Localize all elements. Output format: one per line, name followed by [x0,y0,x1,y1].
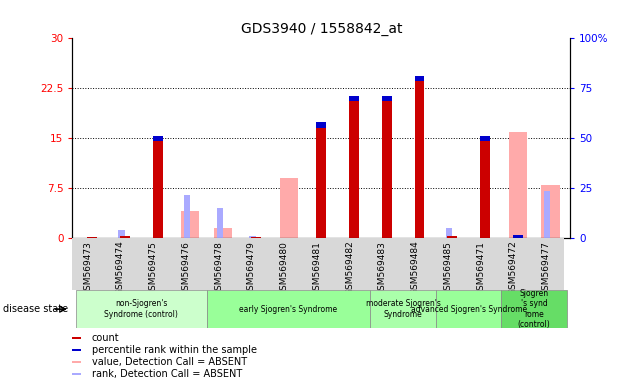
Text: GSM569481: GSM569481 [312,241,321,296]
Bar [72,337,81,339]
Bar [184,195,190,238]
Text: percentile rank within the sample: percentile rank within the sample [91,345,256,355]
Bar [181,212,199,238]
Bar [446,228,452,238]
Text: Sjogren
's synd
rome
(control): Sjogren 's synd rome (control) [518,289,551,329]
Bar [542,185,559,238]
Bar [249,236,256,238]
Bar [251,237,261,238]
Bar [207,290,370,328]
Bar [370,290,436,328]
Bar [349,98,359,238]
Title: GDS3940 / 1558842_at: GDS3940 / 1558842_at [241,22,402,36]
Bar [544,192,551,238]
Bar [349,96,359,101]
Text: advanced Sjogren's Syndrome: advanced Sjogren's Syndrome [411,305,527,314]
Text: GSM569472: GSM569472 [509,241,518,295]
Text: GSM569480: GSM569480 [280,241,289,296]
Bar [118,230,125,238]
Bar [513,235,523,241]
Text: early Sjogren's Syndrome: early Sjogren's Syndrome [239,305,338,314]
Text: GSM569484: GSM569484 [411,241,420,295]
Bar [382,98,392,238]
Bar [447,236,457,238]
Text: moderate Sjogren's
Syndrome: moderate Sjogren's Syndrome [366,300,440,319]
Bar [217,208,223,238]
Bar [509,132,527,238]
Bar [436,290,501,328]
Bar [214,228,232,238]
Text: GSM569485: GSM569485 [444,241,452,296]
Bar [152,136,163,141]
Bar [382,96,392,101]
Bar [76,290,207,328]
Bar [152,138,163,238]
Text: GSM569474: GSM569474 [116,241,125,295]
Text: GSM569476: GSM569476 [181,241,190,296]
Bar [72,361,81,363]
Bar [415,78,425,238]
Bar [316,122,326,127]
Text: GSM569479: GSM569479 [247,241,256,296]
Text: non-Sjogren's
Syndrome (control): non-Sjogren's Syndrome (control) [105,300,178,319]
Text: GSM569478: GSM569478 [214,241,223,296]
Text: disease state: disease state [3,304,68,314]
Bar [280,178,297,238]
Text: GSM569473: GSM569473 [83,241,92,296]
Bar [87,237,97,238]
Text: GSM569475: GSM569475 [149,241,158,296]
Bar [501,290,567,328]
Text: GSM569477: GSM569477 [542,241,551,296]
Text: GSM569483: GSM569483 [378,241,387,296]
Text: rank, Detection Call = ABSENT: rank, Detection Call = ABSENT [91,369,242,379]
Bar [72,373,81,375]
Bar [120,236,130,238]
Bar [480,136,490,141]
Bar [415,76,425,81]
Text: GSM569482: GSM569482 [345,241,354,295]
Text: count: count [91,333,119,343]
Bar [72,349,81,351]
Bar [316,125,326,238]
Text: GSM569471: GSM569471 [476,241,485,296]
Text: value, Detection Call = ABSENT: value, Detection Call = ABSENT [91,357,247,367]
Bar [480,138,490,238]
